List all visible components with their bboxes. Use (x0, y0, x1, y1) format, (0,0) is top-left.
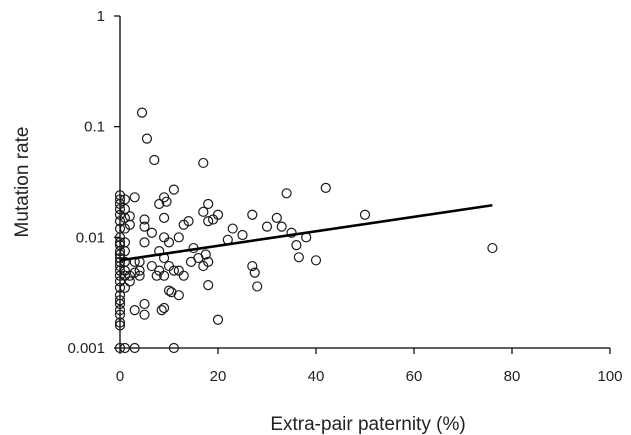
data-point (293, 252, 304, 263)
data-point (198, 206, 209, 217)
data-point (146, 260, 157, 272)
data-point (168, 265, 179, 276)
data-point (114, 298, 126, 310)
data-point (119, 212, 131, 223)
data-point (114, 320, 126, 331)
data-point (159, 212, 170, 223)
data-point (114, 295, 126, 306)
data-point (134, 270, 145, 281)
data-point (149, 154, 160, 166)
data-point (129, 305, 140, 316)
data-point (249, 267, 260, 278)
trendline (119, 203, 493, 262)
data-point (119, 342, 131, 354)
x-tick-label: 0 (116, 368, 124, 385)
data-point (114, 203, 126, 215)
data-point (114, 342, 126, 354)
data-point (119, 194, 131, 205)
data-point (281, 188, 292, 199)
data-point (173, 290, 184, 301)
data-point (141, 133, 153, 144)
data-point (203, 280, 214, 291)
data-point (114, 309, 126, 320)
x-tick-label: 80 (504, 368, 521, 385)
data-point (168, 342, 179, 354)
data-point (198, 157, 209, 169)
data-point (247, 260, 258, 272)
y-tick-label: 1 (97, 8, 105, 25)
data-point (271, 212, 282, 223)
data-point (139, 309, 150, 320)
y-axis-ticks: 0.001 0.01 0.1 1 (67, 8, 120, 357)
data-point (129, 342, 140, 354)
data-point (114, 246, 126, 257)
data-point (237, 229, 248, 241)
data-point (114, 282, 126, 293)
data-point (291, 240, 302, 251)
data-point (124, 276, 135, 287)
data-point (487, 242, 498, 254)
data-point (261, 221, 273, 232)
data-point (159, 270, 170, 281)
data-point (173, 232, 184, 243)
data-point (151, 270, 162, 281)
x-tick-label: 60 (406, 368, 423, 385)
data-point (203, 256, 214, 267)
data-point (320, 182, 331, 193)
data-point (168, 184, 179, 195)
data-point (154, 265, 165, 276)
data-point (136, 107, 148, 118)
data-point (200, 249, 211, 260)
data-point (203, 216, 214, 227)
x-axis-ticks: 0 20 40 60 80 100 (116, 348, 623, 385)
data-point (124, 211, 135, 222)
data-point (114, 305, 126, 316)
data-point (139, 221, 150, 232)
data-point (119, 246, 131, 257)
data-point (124, 219, 135, 230)
data-point (114, 194, 126, 205)
y-tick-label: 0.01 (76, 229, 105, 246)
data-point (159, 302, 170, 314)
trendline-group (119, 203, 493, 262)
data-point (163, 285, 175, 296)
data-point (119, 282, 131, 293)
data-point (146, 227, 157, 238)
data-point (114, 317, 126, 328)
y-axis-title: Mutation rate (12, 127, 33, 238)
data-point (139, 298, 150, 310)
y-tick-label: 0.001 (67, 340, 105, 357)
data-point (178, 270, 189, 281)
y-tick-label: 0.1 (84, 119, 105, 136)
data-point (252, 281, 263, 292)
data-point (276, 221, 287, 232)
data-point (161, 196, 172, 207)
x-axis-title: Extra-pair paternity (%) (270, 414, 465, 435)
data-point (203, 198, 214, 210)
plot-area: 0 20 40 60 80 100 0.001 0.01 0.1 1 (67, 8, 622, 385)
data-point (310, 255, 322, 266)
data-point (212, 314, 224, 325)
data-point (139, 237, 150, 248)
data-point (212, 209, 224, 220)
data-point (156, 305, 167, 316)
data-point (227, 223, 238, 234)
data-points (114, 107, 498, 354)
x-tick-label: 100 (597, 368, 622, 385)
data-point (163, 237, 175, 248)
data-point (129, 192, 140, 203)
data-point (154, 198, 165, 210)
data-point (247, 209, 258, 220)
data-point (134, 265, 145, 276)
data-point (139, 214, 150, 225)
x-tick-label: 40 (308, 368, 325, 385)
data-point (359, 209, 371, 220)
x-tick-label: 20 (210, 368, 227, 385)
data-point (183, 216, 194, 227)
data-point (286, 227, 297, 238)
data-point (159, 232, 170, 243)
